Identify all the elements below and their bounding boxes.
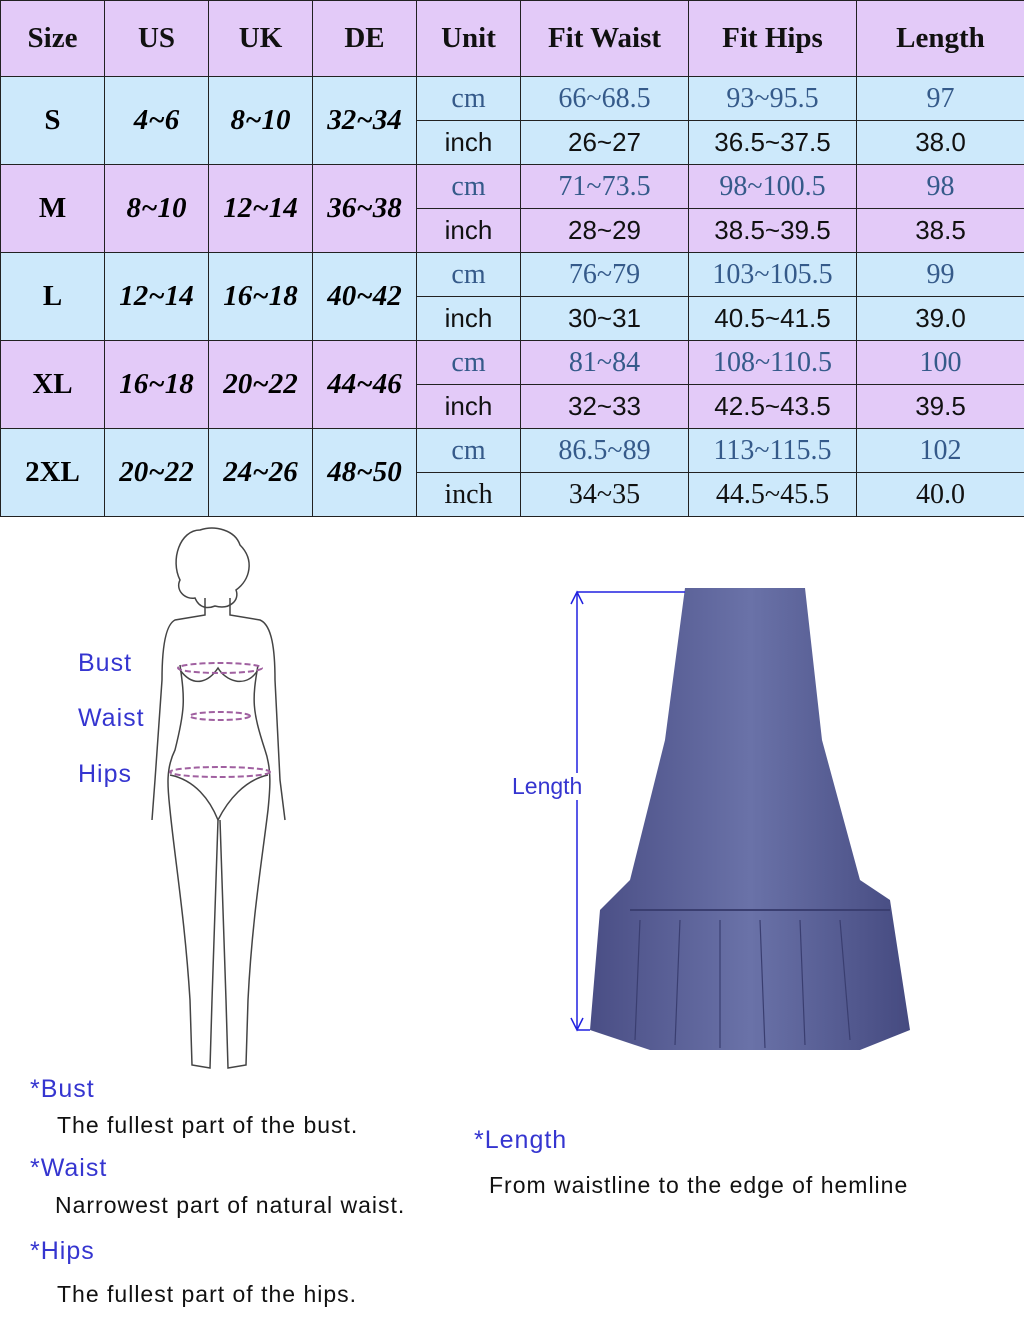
table-row: inch 26~27 36.5~37.5 38.0	[1, 120, 1024, 165]
hips-cm-cell: 103~105.5	[688, 252, 857, 297]
de-cell: 44~46	[312, 340, 417, 429]
length-cm-cell: 97	[856, 76, 1024, 121]
table-row: M 8~10 12~14 36~38 cm 71~73.5 98~100.5 9…	[0, 164, 1024, 253]
de-cell: 48~50	[312, 428, 417, 517]
waist-label: Waist	[78, 704, 145, 732]
length-inch-cell: 39.5	[856, 384, 1024, 429]
hips-note-title: *Hips	[30, 1237, 95, 1265]
hips-cm-cell: 98~100.5	[688, 164, 857, 209]
waist-inch-cell: 26~27	[520, 120, 689, 165]
length-inch-cell: 39.0	[856, 296, 1024, 341]
bust-label: Bust	[78, 649, 133, 677]
unit-inch-cell: inch	[416, 208, 521, 253]
length-inch-cell: 40.0	[856, 472, 1024, 517]
table-row: inch 30~31 40.5~41.5 39.0	[1, 296, 1024, 341]
size-cell: L	[0, 252, 105, 341]
length-inch-cell: 38.0	[856, 120, 1024, 165]
hips-inch-cell: 40.5~41.5	[688, 296, 857, 341]
hips-inch-cell: 38.5~39.5	[688, 208, 857, 253]
length-cm-cell: 102	[856, 428, 1024, 473]
waist-cm-cell: 81~84	[520, 340, 689, 385]
unit-cm-cell: cm	[416, 340, 521, 385]
header-size: Size	[0, 0, 105, 77]
length-note-title: *Length	[474, 1126, 568, 1154]
de-cell: 32~34	[312, 76, 417, 165]
length-cm-cell: 98	[856, 164, 1024, 209]
us-cell: 12~14	[104, 252, 209, 341]
length-cm-cell: 99	[856, 252, 1024, 297]
unit-inch-cell: inch	[416, 120, 521, 165]
header-fit-waist: Fit Waist	[520, 0, 689, 77]
header-uk: UK	[208, 0, 313, 77]
bust-note-desc: The fullest part of the bust.	[57, 1112, 359, 1138]
length-cm-cell: 100	[856, 340, 1024, 385]
waist-cm-cell: 71~73.5	[520, 164, 689, 209]
uk-cell: 8~10	[208, 76, 313, 165]
unit-inch-cell: inch	[416, 384, 521, 429]
hips-note-desc: The fullest part of the hips.	[57, 1281, 358, 1307]
waist-inch-cell: 34~35	[520, 472, 689, 517]
header-fit-hips: Fit Hips	[688, 0, 857, 77]
de-cell: 36~38	[312, 164, 417, 253]
length-inch-cell: 38.5	[856, 208, 1024, 253]
us-cell: 20~22	[104, 428, 209, 517]
unit-inch-cell: inch	[416, 296, 521, 341]
hips-inch-cell: 44.5~45.5	[688, 472, 857, 517]
size-cell: S	[0, 76, 105, 165]
length-label: Length	[512, 773, 583, 800]
us-cell: 16~18	[104, 340, 209, 429]
size-cell: XL	[0, 340, 105, 429]
hips-label: Hips	[78, 760, 133, 788]
bust-note-title: *Bust	[30, 1075, 95, 1103]
size-chart-table: Size US UK DE Unit Fit Waist Fit Hips Le…	[0, 0, 1024, 517]
uk-cell: 16~18	[208, 252, 313, 341]
uk-cell: 20~22	[208, 340, 313, 429]
hips-cm-cell: 93~95.5	[688, 76, 857, 121]
us-cell: 8~10	[104, 164, 209, 253]
unit-cm-cell: cm	[416, 164, 521, 209]
waist-inch-cell: 28~29	[520, 208, 689, 253]
header-row: Size US UK DE Unit Fit Waist Fit Hips Le…	[0, 0, 1024, 77]
unit-inch-cell: inch	[416, 472, 521, 517]
unit-cm-cell: cm	[416, 428, 521, 473]
waist-cm-cell: 86.5~89	[520, 428, 689, 473]
us-cell: 4~6	[104, 76, 209, 165]
length-note-desc: From waistline to the edge of hemline	[489, 1172, 909, 1198]
skirt-illustration	[570, 588, 910, 1050]
size-cell: M	[0, 164, 105, 253]
size-cell: 2XL	[0, 428, 105, 517]
body-figure-illustration	[151, 527, 286, 1069]
table-row: 2XL 20~22 24~26 48~50 cm 86.5~89 113~115…	[0, 428, 1024, 517]
waist-note-title: *Waist	[30, 1154, 108, 1182]
table-row: XL 16~18 20~22 44~46 cm 81~84 108~110.5 …	[0, 340, 1024, 429]
table-row: S 4~6 8~10 32~34 cm 66~68.5 93~95.5 97	[0, 76, 1024, 165]
waist-inch-cell: 30~31	[520, 296, 689, 341]
hips-cm-cell: 113~115.5	[688, 428, 857, 473]
hips-cm-cell: 108~110.5	[688, 340, 857, 385]
waist-note-desc: Narrowest part of natural waist.	[55, 1192, 406, 1218]
uk-cell: 12~14	[208, 164, 313, 253]
header-us: US	[104, 0, 209, 77]
table-row: inch 28~29 38.5~39.5 38.5	[1, 208, 1024, 253]
hips-inch-cell: 42.5~43.5	[688, 384, 857, 429]
table-row: inch 34~35 44.5~45.5 40.0	[1, 472, 1024, 517]
header-unit: Unit	[416, 0, 521, 77]
hips-inch-cell: 36.5~37.5	[688, 120, 857, 165]
unit-cm-cell: cm	[416, 252, 521, 297]
waist-cm-cell: 66~68.5	[520, 76, 689, 121]
waist-cm-cell: 76~79	[520, 252, 689, 297]
waist-inch-cell: 32~33	[520, 384, 689, 429]
table-row: L 12~14 16~18 40~42 cm 76~79 103~105.5 9…	[0, 252, 1024, 341]
de-cell: 40~42	[312, 252, 417, 341]
uk-cell: 24~26	[208, 428, 313, 517]
unit-cm-cell: cm	[416, 76, 521, 121]
header-de: DE	[312, 0, 417, 77]
header-length: Length	[856, 0, 1024, 77]
